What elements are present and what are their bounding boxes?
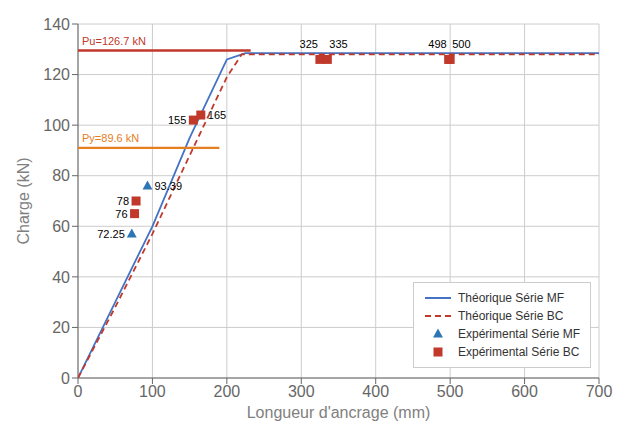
svg-text:165: 165 bbox=[208, 109, 226, 121]
svg-text:100: 100 bbox=[139, 383, 166, 400]
html-text:Expérimental Série BC: Expérimental Série BC bbox=[458, 345, 580, 359]
svg-text:400: 400 bbox=[362, 383, 389, 400]
svg-text:335: 335 bbox=[329, 38, 347, 50]
svg-text:300: 300 bbox=[288, 383, 315, 400]
html-text:Théorique Série BC: Théorique Série BC bbox=[458, 309, 564, 323]
svg-text:Pu=126.7 kN: Pu=126.7 kN bbox=[82, 35, 146, 47]
svg-text:60: 60 bbox=[52, 218, 70, 235]
svg-text:200: 200 bbox=[214, 383, 241, 400]
svg-text:100: 100 bbox=[43, 117, 70, 134]
svg-text:325: 325 bbox=[300, 38, 318, 50]
svg-text:155: 155 bbox=[168, 114, 186, 126]
svg-text:40: 40 bbox=[52, 269, 70, 286]
svg-text:500: 500 bbox=[437, 383, 464, 400]
svg-text:72.25: 72.25 bbox=[97, 228, 125, 240]
svg-text:0: 0 bbox=[61, 370, 70, 387]
svg-text:140: 140 bbox=[43, 16, 70, 33]
svg-text:600: 600 bbox=[511, 383, 538, 400]
svg-text:Charge (kN): Charge (kN) bbox=[15, 157, 32, 244]
svg-text:80: 80 bbox=[52, 167, 70, 184]
svg-text:76: 76 bbox=[115, 208, 127, 220]
html-text:Théorique Série MF: Théorique Série MF bbox=[458, 291, 564, 305]
svg-text:0: 0 bbox=[74, 383, 83, 400]
svg-text:93.39: 93.39 bbox=[155, 180, 183, 192]
html-text:Expérimental Série MF: Expérimental Série MF bbox=[458, 327, 580, 341]
svg-text:498: 498 bbox=[428, 38, 446, 50]
svg-text:20: 20 bbox=[52, 319, 70, 336]
svg-text:500: 500 bbox=[452, 38, 470, 50]
svg-text:Longueur d'ancrage (mm): Longueur d'ancrage (mm) bbox=[247, 404, 431, 421]
svg-text:78: 78 bbox=[117, 195, 129, 207]
svg-text:Py=89.6 kN: Py=89.6 kN bbox=[82, 132, 139, 144]
svg-text:120: 120 bbox=[43, 66, 70, 83]
svg-text:700: 700 bbox=[586, 383, 613, 400]
